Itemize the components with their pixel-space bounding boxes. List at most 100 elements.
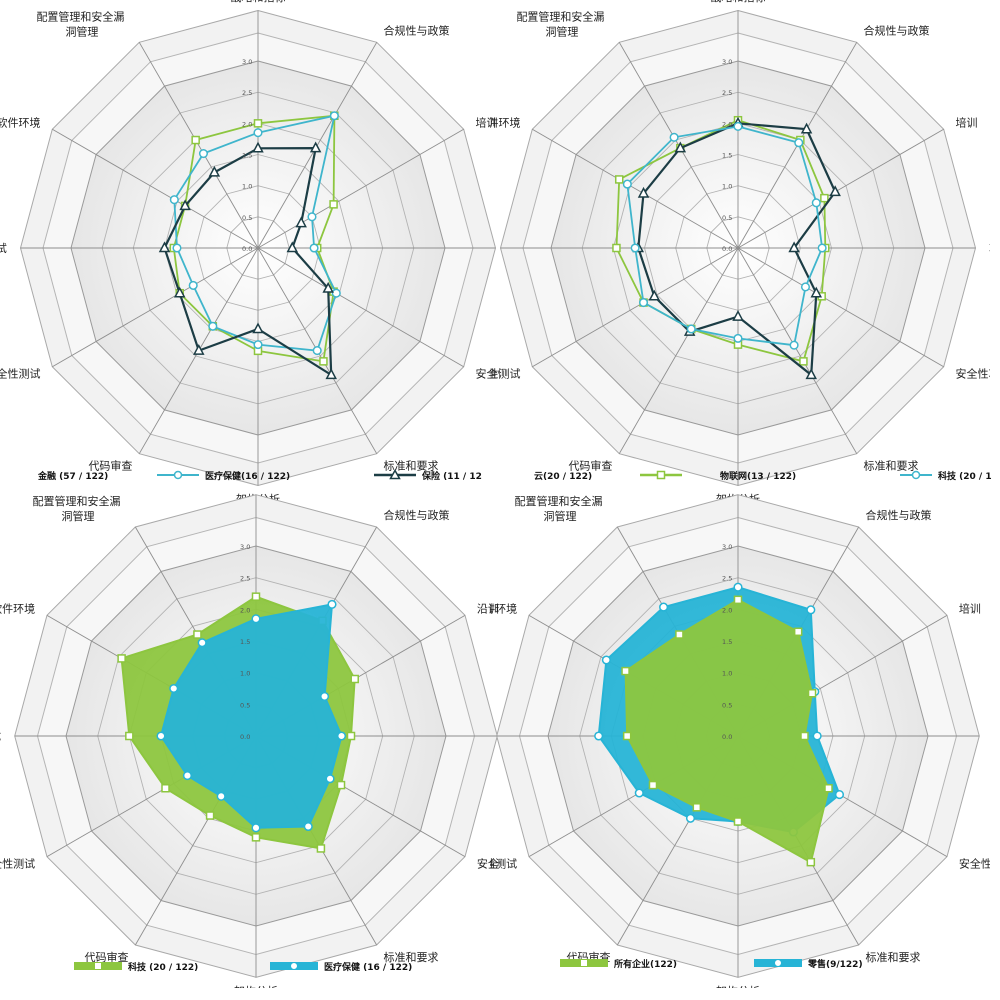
data-point-square [253, 119, 263, 128]
axis-label: 渗透测试 [0, 241, 7, 255]
data-point-circle [198, 148, 209, 159]
axis-label: 软件环境 [0, 602, 35, 616]
data-point-triangle [193, 343, 205, 355]
data-point-circle [329, 111, 339, 121]
grid-spoke [532, 128, 739, 249]
data-point-square [824, 784, 833, 793]
axis-label: 标准和要求 [866, 950, 921, 964]
data-point-square [117, 654, 126, 663]
tick-label: 0.0 [722, 245, 732, 253]
tick-label: 0.0 [240, 733, 250, 741]
data-point-square [614, 175, 624, 184]
radar-grid [19, 9, 497, 487]
series-1 [621, 595, 833, 867]
data-point-circle [309, 243, 319, 253]
data-point-circle [156, 731, 166, 741]
data-point-circle [197, 638, 207, 648]
tick-label: 2.0 [242, 120, 252, 128]
data-point-triangle [322, 281, 334, 293]
radar-panel-cloud-iot: 0.0 0.5 1.0 1.5 2.0 2.5 3.0 战略和指标合规性与政策培训攻击模型安全… [490, 0, 992, 500]
legend-item: 金融 (57 / 122) [34, 462, 112, 488]
legend-label: 金融 (57 / 122) [38, 471, 109, 482]
data-point-square [336, 780, 346, 790]
axis-label: 培训 [959, 602, 981, 616]
data-point-circle [834, 790, 845, 800]
axis-label: 代码审查 [568, 458, 612, 472]
legend-swatch [270, 962, 318, 970]
data-point-circle [336, 731, 347, 741]
axis-label: 安全性测试 [0, 857, 35, 871]
data-point-circle [794, 138, 804, 148]
data-point-square [799, 357, 808, 366]
tick-label: 3.0 [722, 543, 732, 551]
data-point-square [346, 731, 356, 741]
data-point-circle [208, 321, 218, 331]
grid-spoke [138, 42, 259, 249]
legend-item: 保险 (11 / 12 [372, 462, 486, 488]
legend-label: 医疗保健(16 / 122) [205, 471, 291, 482]
tick-label: 2.0 [722, 120, 732, 128]
data-point-circle [253, 128, 263, 138]
radar-grid [499, 9, 977, 487]
legend-swatch [157, 470, 199, 480]
data-point-circle [307, 212, 317, 222]
legend-label: 医疗保健 (16 / 122) [324, 962, 413, 973]
tick-label: 0.5 [722, 701, 732, 709]
data-point-square [316, 844, 326, 853]
data-point-circle [169, 195, 179, 205]
data-point-square [648, 780, 658, 790]
legend-item: 医疗保健 (16 / 122) [268, 953, 416, 979]
axis-label: 架构分析 [234, 984, 278, 988]
data-point-circle [806, 605, 816, 615]
grid-spoke [737, 247, 858, 454]
data-point-circle [622, 179, 632, 189]
data-point-circle [659, 602, 669, 612]
tick-label: 0.5 [722, 214, 732, 222]
data-point-circle [331, 288, 341, 298]
legend-item: 医疗保健(16 / 122) [155, 462, 294, 488]
data-point-circle [325, 774, 335, 784]
data-point-circle [811, 198, 821, 208]
data-point-circle [320, 691, 330, 701]
data-point-triangle [309, 141, 322, 153]
axis-label: 安全性功能和设计 [477, 857, 500, 871]
radar-series [612, 115, 841, 380]
tick-label: 2.5 [242, 89, 252, 97]
tick-labels: 0.0 0.5 1.0 1.5 2.0 2.5 3.0 [240, 543, 250, 741]
axis-label: 配置管理和安全漏洞管理 [515, 494, 603, 523]
data-point-square [622, 731, 632, 741]
legend-swatch [900, 470, 932, 480]
data-point-square [806, 857, 816, 867]
legend-item: 物联网(13 / 122) [638, 462, 800, 488]
data-point-square [193, 630, 202, 639]
legend-item: 科技 (20 / 122) [72, 953, 202, 979]
tick-label: 1.0 [242, 183, 252, 191]
legend-item: 科技 (20 / 1 [898, 462, 996, 488]
axis-label: 合规性与政策 [866, 508, 932, 522]
tick-label: 3.0 [240, 543, 250, 551]
tick-label: 1.5 [240, 638, 250, 646]
tick-labels: 0.0 0.5 1.0 1.5 2.0 2.5 3.0 [722, 543, 732, 741]
data-point-circle [686, 324, 696, 334]
radar-chart: 0.00.51.01.52.02.53.0战略和指标合规性与政策培训攻击模型安全… [490, 494, 990, 988]
data-point-square [125, 731, 134, 741]
tick-label: 0.0 [242, 245, 252, 253]
data-point-square [800, 731, 809, 741]
data-point-triangle [173, 286, 186, 298]
axis-label: 培训 [475, 115, 497, 129]
data-point-circle [634, 788, 644, 798]
data-point-triangle [829, 185, 841, 197]
legend-label: 物联网(13 / 122) [720, 471, 797, 482]
grid-spoke [257, 247, 464, 368]
series-1 [156, 599, 347, 833]
data-point-triangle [208, 165, 221, 177]
data-point-circle [812, 731, 822, 741]
data-point-triangle [788, 241, 800, 253]
tick-label: 2.0 [722, 606, 732, 614]
legend-item: 所有企业(122) [558, 950, 681, 976]
legend-swatch [754, 959, 802, 967]
data-point-circle [669, 132, 679, 142]
tick-label: 0.5 [242, 214, 252, 222]
data-point-circle [789, 340, 799, 350]
axis-label: 合规性与政策 [384, 24, 450, 38]
